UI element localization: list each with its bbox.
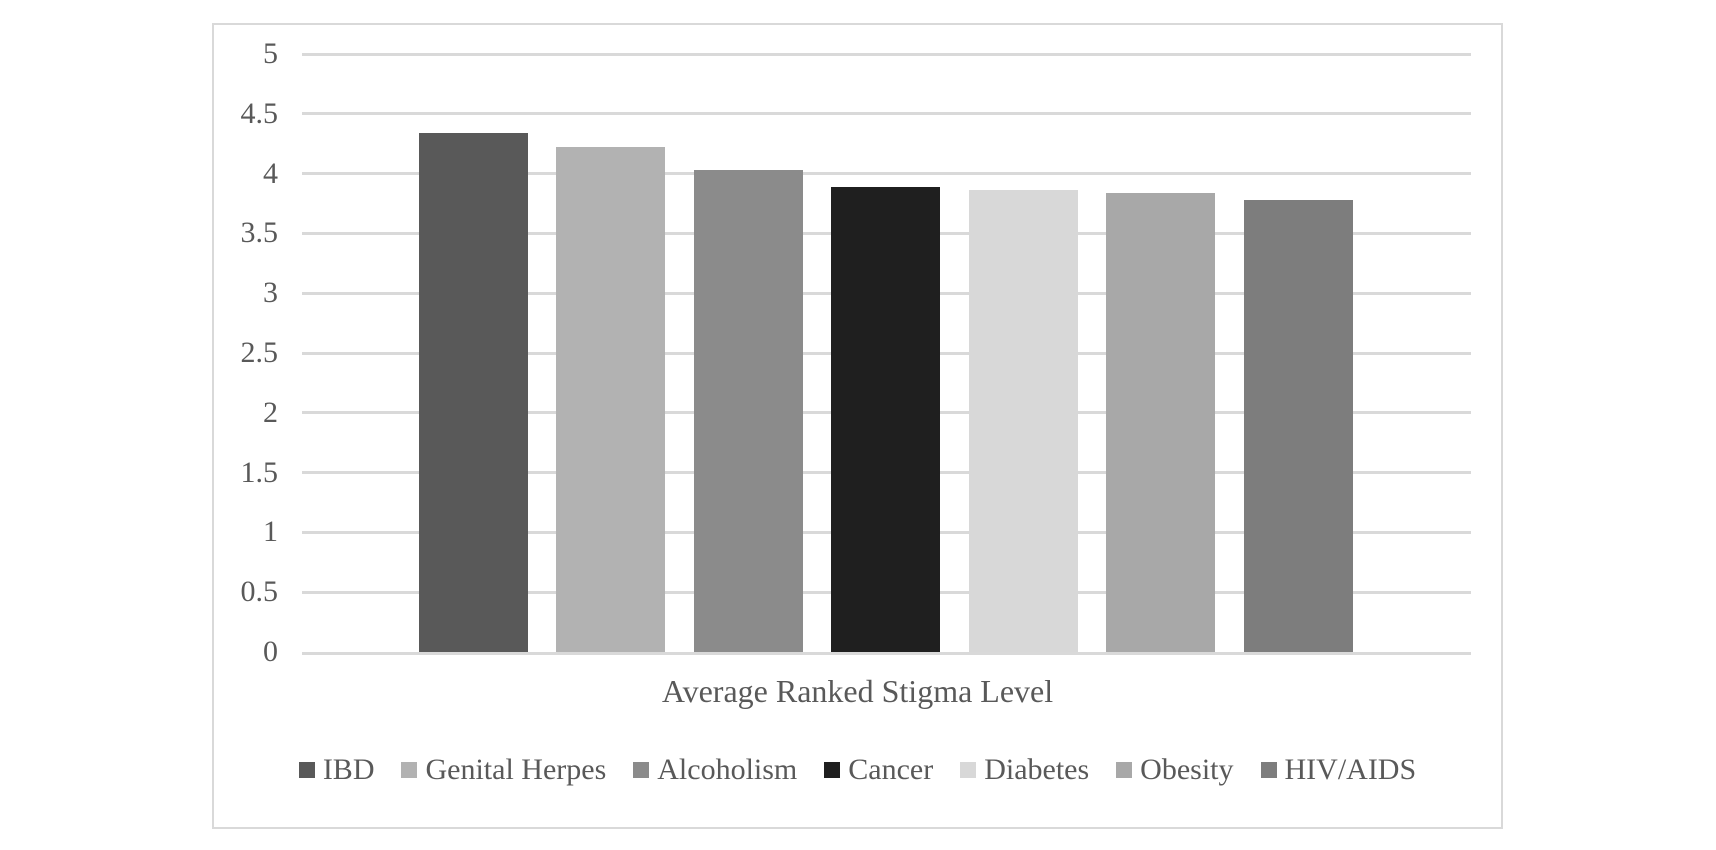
- gridline-4-5: [302, 112, 1471, 116]
- legend-swatch-icon-alcoholism: [633, 762, 650, 778]
- bar-cancer: [831, 186, 941, 652]
- gridline-5: [302, 52, 1471, 56]
- legend-item-hiv-aids: HIV/AIDS: [1260, 753, 1417, 787]
- legend-swatch-icon-genital-herpes: [401, 762, 418, 778]
- legend-item-genital-herpes: Genital Herpes: [401, 753, 606, 787]
- legend-label-alcoholism: Alcoholism: [657, 753, 798, 786]
- legend-swatch-icon-diabetes: [960, 762, 977, 778]
- y-tick-label-2-5: 2.5: [240, 336, 279, 369]
- y-tick-label-3-5: 3.5: [240, 216, 279, 250]
- y-tick-label-1: 1: [263, 515, 278, 549]
- legend-label-cancer: Cancer: [848, 753, 934, 786]
- legend-label-ibd: IBD: [322, 753, 375, 786]
- bar-genital-herpes: [556, 147, 666, 652]
- legend-item-diabetes: Diabetes: [960, 753, 1089, 787]
- y-tick-label-2: 2: [263, 395, 278, 429]
- legend-swatch-icon-hiv-aids: [1260, 762, 1277, 778]
- legend-item-alcoholism: Alcoholism: [633, 753, 797, 787]
- legend-swatch-icon-cancer: [824, 762, 841, 778]
- legend-item-obesity: Obesity: [1116, 753, 1234, 787]
- legend-label-diabetes: Diabetes: [984, 753, 1090, 786]
- x-axis-title: Average Ranked Stigma Level: [661, 673, 1054, 709]
- chart-frame: 0 0.5 1 1.5 2 2.5 3 3.5 4 4.5 5 Average Ranked Sti…: [212, 23, 1503, 829]
- y-tick-label-4: 4: [263, 156, 278, 190]
- bar-ibd: [419, 132, 528, 652]
- bar-obesity: [1106, 192, 1216, 652]
- legend-item-ibd: IBD: [298, 753, 375, 787]
- legend-label-genital-herpes: Genital Herpes: [425, 753, 607, 786]
- y-tick-label-1-5: 1.5: [240, 455, 279, 489]
- legend-label-hiv-aids: HIV/AIDS: [1284, 753, 1417, 786]
- legend: IBD Genital Herpes Alcoholism Cancer Diabete…: [214, 747, 1501, 793]
- y-tick-label-0: 0: [263, 635, 278, 668]
- bar-diabetes: [968, 190, 1078, 652]
- y-tick-label-3: 3: [263, 276, 278, 310]
- gridline-4: [302, 172, 1471, 176]
- y-tick-label-4-5: 4.5: [240, 96, 279, 130]
- y-tick-label-0-5: 0.5: [240, 575, 279, 609]
- legend-swatch-icon-ibd: [298, 762, 315, 778]
- plot-area: [302, 52, 1471, 655]
- y-axis-labels: 0 0.5 1 1.5 2 2.5 3 3.5 4 4.5 5: [214, 37, 279, 668]
- y-tick-label-5: 5: [263, 37, 278, 70]
- legend-item-cancer: Cancer: [824, 753, 933, 787]
- legend-swatch-icon-obesity: [1116, 762, 1133, 778]
- legend-label-obesity: Obesity: [1140, 753, 1234, 786]
- bar-alcoholism: [693, 170, 803, 652]
- bar-hiv-aids: [1243, 199, 1353, 652]
